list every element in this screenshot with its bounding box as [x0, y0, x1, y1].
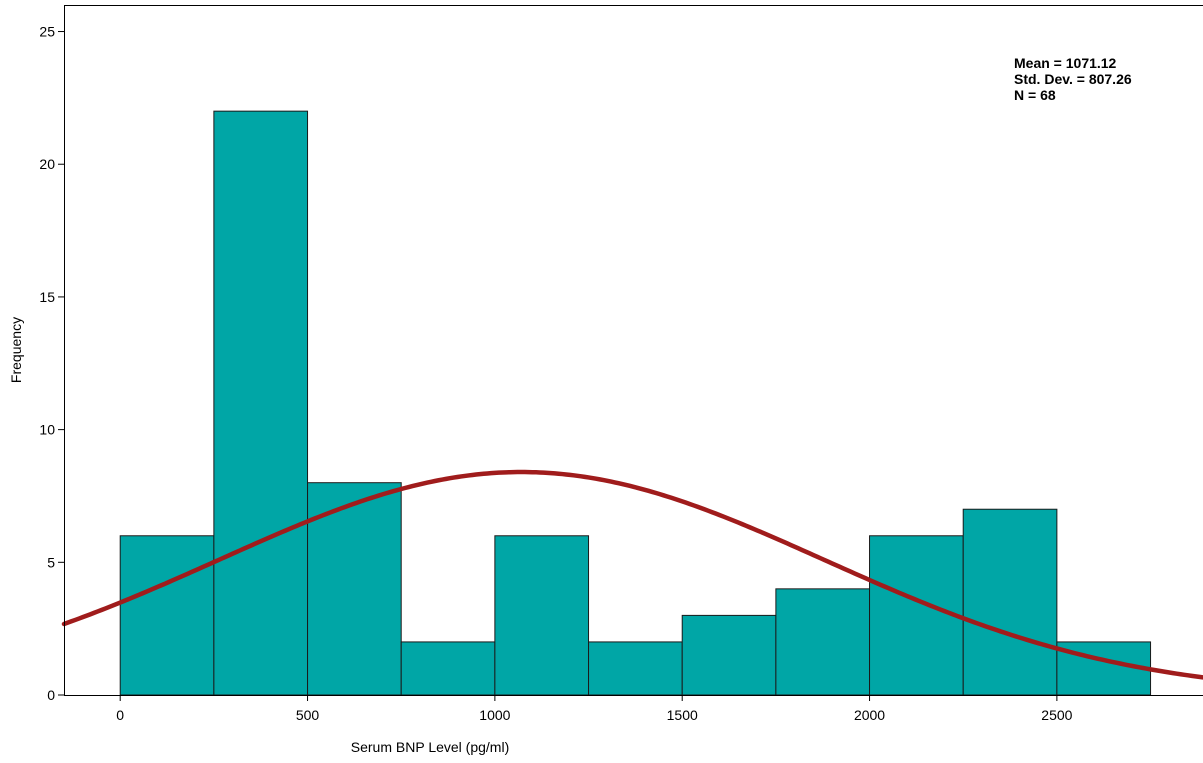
stats-n: N = 68: [1014, 87, 1056, 103]
y-tick-label: 10: [39, 422, 55, 438]
histogram-bar-3: [400, 641, 496, 696]
x-tick-label: 1500: [667, 707, 698, 723]
y-tick-label: 20: [39, 156, 55, 172]
stats-mean: Mean = 1071.12: [1014, 55, 1117, 71]
x-tick-label: 500: [296, 707, 320, 723]
y-tick-label: 15: [39, 289, 55, 305]
histogram-bar-1: [213, 110, 309, 696]
normal-curve: [61, 469, 1203, 680]
histogram-bar-7: [775, 588, 871, 696]
x-tick-label: 2000: [854, 707, 885, 723]
y-tick-label: 5: [47, 554, 55, 570]
histogram-bar-8: [869, 535, 964, 696]
histogram-bar-4: [494, 535, 590, 696]
histogram-bar-2: [307, 482, 402, 696]
histogram-bar-9: [962, 508, 1058, 696]
x-tick-label: 1000: [479, 707, 510, 723]
histogram-bars: [119, 110, 1152, 696]
x-axis-label: Serum BNP Level (pg/ml): [351, 739, 509, 755]
y-axis-ticks: 0 5 10 15 20 25: [39, 24, 64, 703]
y-tick-label: 0: [47, 687, 55, 703]
y-axis-label: Frequency: [8, 317, 24, 383]
stats-std-dev: Std. Dev. = 807.26: [1014, 71, 1132, 87]
x-axis-ticks: 0 500 1000 1500 2000 2500: [116, 695, 1073, 723]
x-tick-label: 0: [116, 707, 124, 723]
histogram-bar-5: [588, 641, 683, 696]
plot-frame: [64, 5, 1203, 696]
stats-box: Mean = 1071.12 Std. Dev. = 807.26 N = 68: [1014, 55, 1132, 103]
histogram-bar-0: [119, 535, 215, 696]
histogram-bar-6: [681, 614, 777, 696]
x-tick-label: 2500: [1041, 707, 1072, 723]
y-tick-label: 25: [39, 24, 55, 40]
